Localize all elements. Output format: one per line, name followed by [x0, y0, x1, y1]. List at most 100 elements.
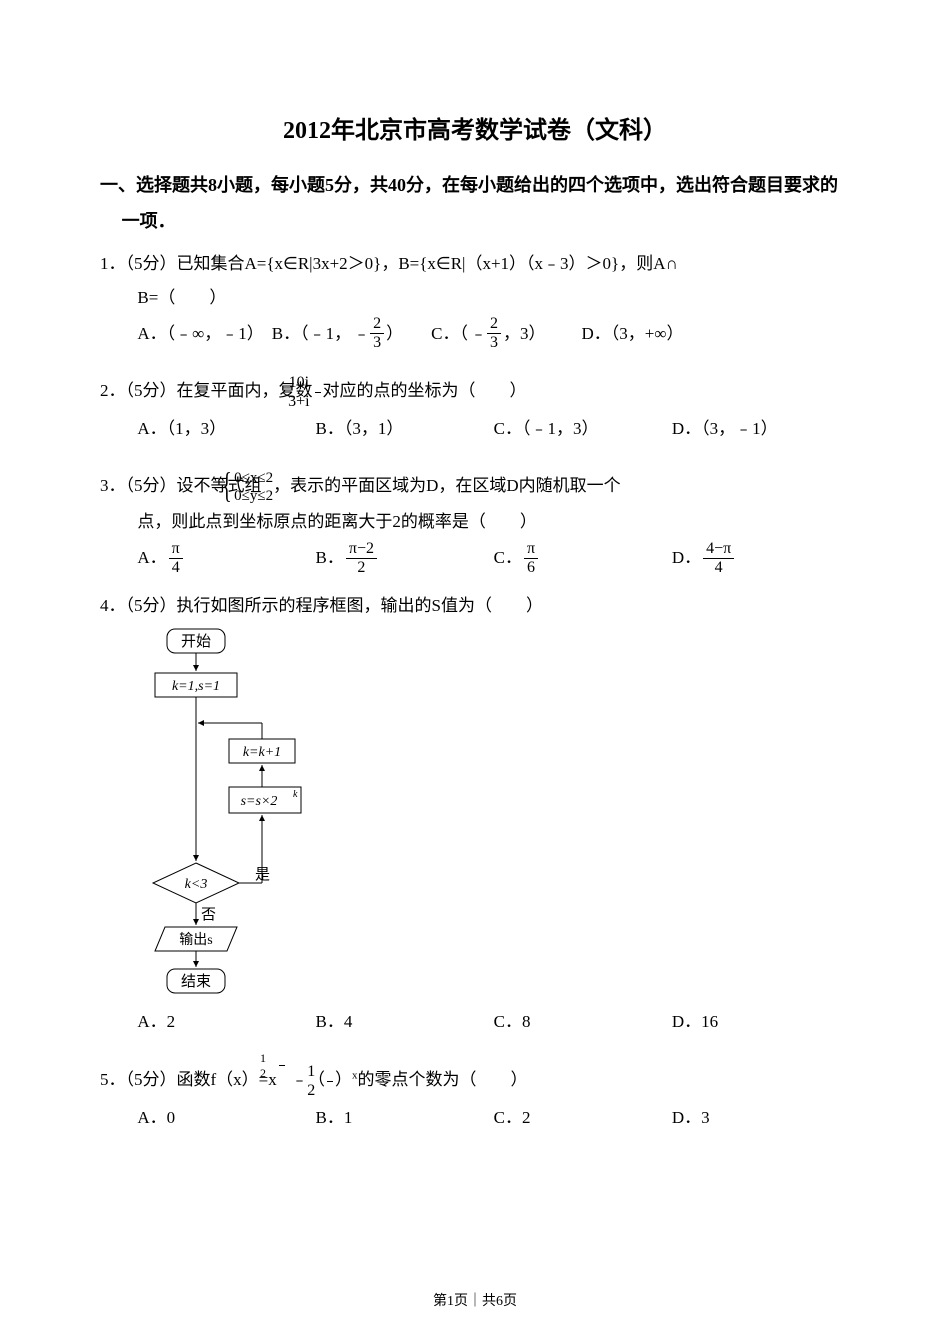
q1-option-b: B．（﹣1， ﹣ 23 ） — [272, 315, 403, 352]
q5-exp-num: 1 — [279, 1052, 285, 1066]
svg-text:是: 是 — [255, 867, 270, 883]
q5-stem-d: 的零点个数为（ ） — [358, 1070, 528, 1089]
q3-a-den: 4 — [169, 559, 183, 576]
q2-options: A．（1，3） B．（3，1） C．（﹣1，3） D．（3，﹣1） — [137, 410, 850, 447]
q2-frac: 10i3+i — [315, 375, 321, 410]
svg-text:否: 否 — [201, 907, 216, 923]
q5-option-b: B．1 — [316, 1099, 494, 1136]
q2-option-d: D．（3，﹣1） — [672, 410, 850, 447]
question-5: 5．（5分）函数f（x）=x12 ﹣（12）x的零点个数为（ ） A．0 B．1… — [100, 1052, 850, 1136]
q3-option-c: C．π6 — [494, 539, 672, 576]
q3-b-num: π−2 — [346, 541, 377, 559]
flowchart-svg: 开始 k=1,s=1 k=k+1 s=s×2 k k<3 — [137, 627, 337, 997]
q3-d-pre: D． — [672, 539, 701, 576]
q4-option-a: A．2 — [137, 1003, 315, 1040]
svg-text:开始: 开始 — [181, 633, 211, 650]
q5-stem-c: ） — [335, 1070, 352, 1089]
q5-exp-frac: 12 — [279, 1052, 285, 1079]
q2-option-b: B．（3，1） — [316, 410, 494, 447]
q1-c-neg: ﹣ — [470, 315, 487, 352]
q3-options: A．π4 B．π−22 C．π6 D．4−π4 — [137, 539, 850, 576]
q3-c-pre: C． — [494, 539, 522, 576]
q5-option-a: A．0 — [137, 1099, 315, 1136]
q5-b-num: 1 — [327, 1064, 333, 1082]
q2-stem-b: 对应的点的坐标为（ ） — [323, 381, 527, 400]
q3-b-den: 2 — [346, 559, 377, 576]
q2-frac-num: 10i — [315, 375, 321, 393]
q3-stem-line1: 3．（5分）设不等式组0≤x≤20≤y≤2，表示的平面区域为D，在区域D内随机取… — [137, 469, 850, 505]
q3-d-num: 4−π — [703, 541, 734, 559]
q4-options: A．2 B．4 C．8 D．16 — [137, 1003, 850, 1040]
q5-stem: 5．（5分）函数f（x）=x12 ﹣（12）x的零点个数为（ ） — [137, 1052, 850, 1099]
q1-option-a: A．（﹣∞，﹣1） — [137, 315, 263, 352]
q5-stem-a: 5．（5分）函数f（x）=x — [100, 1070, 277, 1089]
q4-option-d: D．16 — [672, 1003, 850, 1040]
q5-options: A．0 B．1 C．2 D．3 — [137, 1099, 850, 1136]
q1-option-d: D．（3，+∞） — [581, 315, 683, 352]
svg-text:k: k — [293, 789, 298, 800]
q1-b-num: 2 — [370, 316, 384, 334]
q1-stem-line1: 1．（5分）已知集合A={x∈R|3x+2＞0}，B={x∈R|（x+1）（x﹣… — [137, 247, 850, 281]
q1-options: A．（﹣∞，﹣1） B．（﹣1， ﹣ 23 ） C．（ ﹣ 23 ，3） D．（… — [137, 315, 850, 352]
q3-c-den: 6 — [524, 559, 538, 576]
q3-b-pre: B． — [316, 539, 344, 576]
q1-c-num: 2 — [487, 316, 501, 334]
q3-c-num: π — [524, 541, 538, 559]
q2-stem: 2．（5分）在复平面内，复数10i3+i对应的点的坐标为（ ） — [137, 374, 850, 410]
question-4: 4．（5分）执行如图所示的程序框图，输出的S值为（ ） 开始 k=1,s=1 — [100, 589, 850, 1040]
question-3: 3．（5分）设不等式组0≤x≤20≤y≤2，表示的平面区域为D，在区域D内随机取… — [100, 469, 850, 576]
q1-c-suf: ，3） — [503, 315, 546, 352]
question-1: 1．（5分）已知集合A={x∈R|3x+2＞0}，B={x∈R|（x+1）（x﹣… — [100, 247, 850, 352]
q3-stem-b: ，表示的平面区域为D，在区域D内随机取一个 — [273, 476, 621, 495]
q5-option-c: C．2 — [494, 1099, 672, 1136]
q3-b-frac: π−22 — [346, 541, 377, 576]
q3-a-num: π — [169, 541, 183, 559]
q3-option-b: B．π−22 — [316, 539, 494, 576]
q1-c-pre: C．（ — [431, 315, 468, 352]
q3-d-den: 4 — [703, 559, 734, 576]
svg-text:k<3: k<3 — [185, 877, 208, 892]
q1-option-c: C．（ ﹣ 23 ，3） — [431, 315, 545, 352]
q3-stem-line2: 点，则此点到坐标原点的距离大于2的概率是（ ） — [137, 505, 850, 539]
q4-option-c: C．8 — [494, 1003, 672, 1040]
q3-d-frac: 4−π4 — [703, 541, 734, 576]
q3-c-frac: π6 — [524, 541, 538, 576]
svg-text:s=s×2: s=s×2 — [241, 794, 278, 809]
q1-c-frac: 23 — [487, 316, 501, 351]
q2-option-c: C．（﹣1，3） — [494, 410, 672, 447]
q1-b-neg: ﹣ — [353, 315, 370, 352]
flowchart: 开始 k=1,s=1 k=k+1 s=s×2 k k<3 — [137, 627, 850, 997]
q1-b-frac: 23 — [370, 316, 384, 351]
q3-a-pre: A． — [137, 539, 166, 576]
q4-option-b: B．4 — [316, 1003, 494, 1040]
q3-a-frac: π4 — [169, 541, 183, 576]
q2-frac-den: 3+i — [315, 393, 321, 410]
q3-sys2: 0≤y≤2 — [272, 487, 274, 505]
question-2: 2．（5分）在复平面内，复数10i3+i对应的点的坐标为（ ） A．（1，3） … — [100, 374, 850, 447]
q4-stem: 4．（5分）执行如图所示的程序框图，输出的S值为（ ） — [137, 589, 850, 623]
q2-stem-a: 2．（5分）在复平面内，复数 — [100, 381, 313, 400]
q5-b-den: 2 — [327, 1082, 333, 1099]
q1-b-suf: ） — [386, 315, 403, 352]
exam-page: 2012年北京市高考数学试卷（文科） 一、选择题共8小题，每小题5分，共40分，… — [0, 0, 950, 1344]
svg-text:结束: 结束 — [181, 973, 211, 990]
q2-option-a: A．（1，3） — [137, 410, 315, 447]
q3-option-d: D．4−π4 — [672, 539, 850, 576]
svg-text:k=1,s=1: k=1,s=1 — [172, 679, 220, 694]
q3-option-a: A．π4 — [137, 539, 315, 576]
q5-exp-den: 2 — [279, 1066, 285, 1079]
q1-stem-line2: B=（ ） — [137, 281, 850, 315]
q3-system: 0≤x≤20≤y≤2 — [262, 469, 274, 505]
q5-option-d: D．3 — [672, 1099, 850, 1136]
svg-text:k=k+1: k=k+1 — [243, 745, 281, 760]
svg-text:输出s: 输出s — [180, 932, 213, 948]
q1-c-den: 3 — [487, 334, 501, 351]
q1-b-den: 3 — [370, 334, 384, 351]
page-number: 第1页｜共6页 — [0, 1290, 950, 1310]
q1-b-pre: B．（﹣1， — [272, 315, 351, 352]
page-title: 2012年北京市高考数学试卷（文科） — [100, 110, 850, 145]
section-heading-1: 一、选择题共8小题，每小题5分，共40分，在每小题给出的四个选项中，选出符合题目… — [122, 167, 850, 239]
q3-sys1: 0≤x≤2 — [272, 469, 274, 487]
q5-stem-b: ﹣（ — [287, 1070, 325, 1089]
q5-b-frac: 12 — [327, 1064, 333, 1099]
